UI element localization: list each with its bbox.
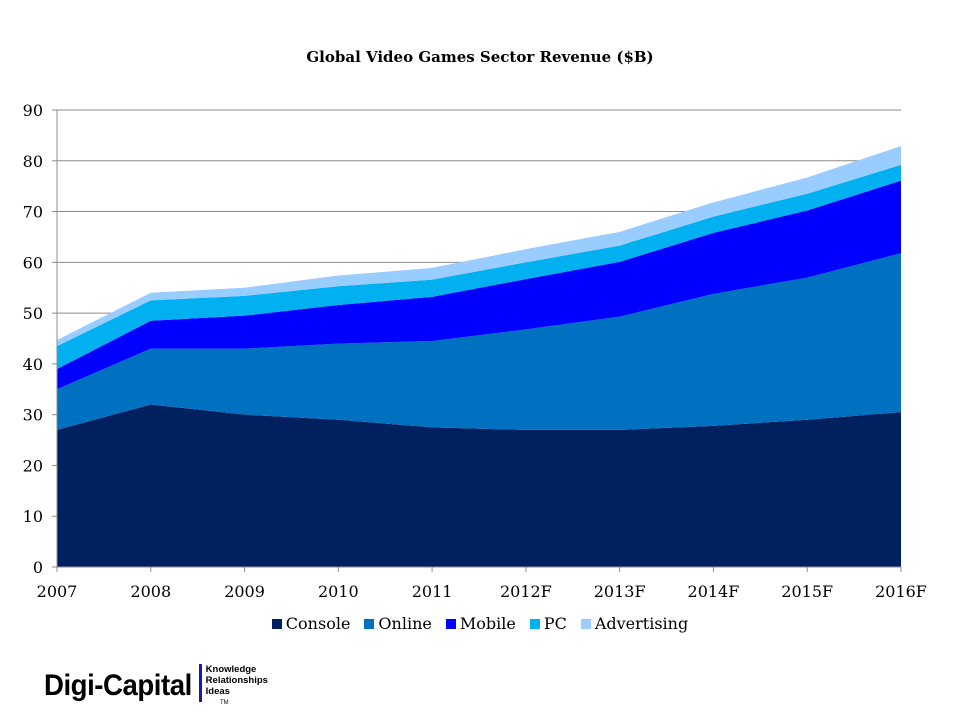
area-series <box>57 146 901 567</box>
logo-tagline-ideas: Ideas <box>205 686 230 697</box>
legend-swatch <box>364 618 375 629</box>
legend-label: Mobile <box>459 614 516 633</box>
legend-swatch <box>271 618 282 629</box>
logo-name: Digi-Capital <box>44 669 192 702</box>
legend-swatch <box>580 618 591 629</box>
stacked-area-chart: 0 10 20 30 40 50 60 70 80 90 2007 2008 2009 2010 2011… <box>23 101 927 601</box>
legend-item-advertising: Advertising <box>580 614 689 633</box>
x-tick-label: 2012F <box>500 582 552 601</box>
legend-swatch <box>529 618 540 629</box>
x-tick-label: 2007 <box>37 582 78 601</box>
area-mobile <box>57 180 901 390</box>
y-tick-label: 80 <box>23 152 43 171</box>
x-tick-label: 2009 <box>224 582 265 601</box>
logo-taglines: Knowledge Relationships Ideas <box>206 664 268 697</box>
legend-label: PC <box>543 614 567 633</box>
x-tick-label: 2014F <box>688 582 740 601</box>
chart-title: Global Video Games Sector Revenue ($B) <box>306 48 654 66</box>
x-axis-ticks: 2007 2008 2009 2010 2011 2012F 2013F 2014F 2015F… <box>37 582 927 601</box>
legend: Console Online Mobile PC Advertising <box>0 614 960 633</box>
logo-tagline-knowledge: Knowledge <box>205 664 257 675</box>
y-tick-label: 50 <box>23 304 43 323</box>
legend-label: Online <box>378 614 432 633</box>
axes <box>52 109 902 572</box>
logo-tagline-relationships: Relationships <box>205 675 268 686</box>
legend-item-online: Online <box>364 614 432 633</box>
y-tick-label: 0 <box>33 558 43 577</box>
y-tick-label: 30 <box>23 406 43 425</box>
area-console <box>57 404 901 567</box>
y-tick-label: 10 <box>23 507 43 526</box>
y-tick-label: 20 <box>23 456 43 475</box>
y-tick-label: 60 <box>23 253 43 272</box>
area-online <box>57 253 901 430</box>
x-tick-label: 2016F <box>875 582 927 601</box>
x-tick-label: 2011 <box>412 582 453 601</box>
legend-item-mobile: Mobile <box>445 614 516 633</box>
legend-label: Advertising <box>594 614 689 633</box>
legend-item-pc: PC <box>529 614 567 633</box>
x-tick-label: 2013F <box>594 582 646 601</box>
x-tick-label: 2010 <box>318 582 359 601</box>
y-tick-label: 40 <box>23 355 43 374</box>
legend-swatch <box>445 618 456 629</box>
logo-divider <box>198 664 202 702</box>
x-tick-label: 2008 <box>130 582 171 601</box>
y-axis-ticks: 0 10 20 30 40 50 60 70 80 90 <box>23 101 43 577</box>
logo-trademark: TM <box>220 700 229 706</box>
legend-label: Console <box>285 614 351 633</box>
legend-item-console: Console <box>271 614 351 633</box>
x-tick-label: 2015F <box>781 582 833 601</box>
digi-capital-logo: Digi-Capital Knowledge Relationships Ide… <box>44 662 268 710</box>
y-tick-label: 70 <box>23 203 43 222</box>
y-tick-label: 90 <box>23 101 43 120</box>
